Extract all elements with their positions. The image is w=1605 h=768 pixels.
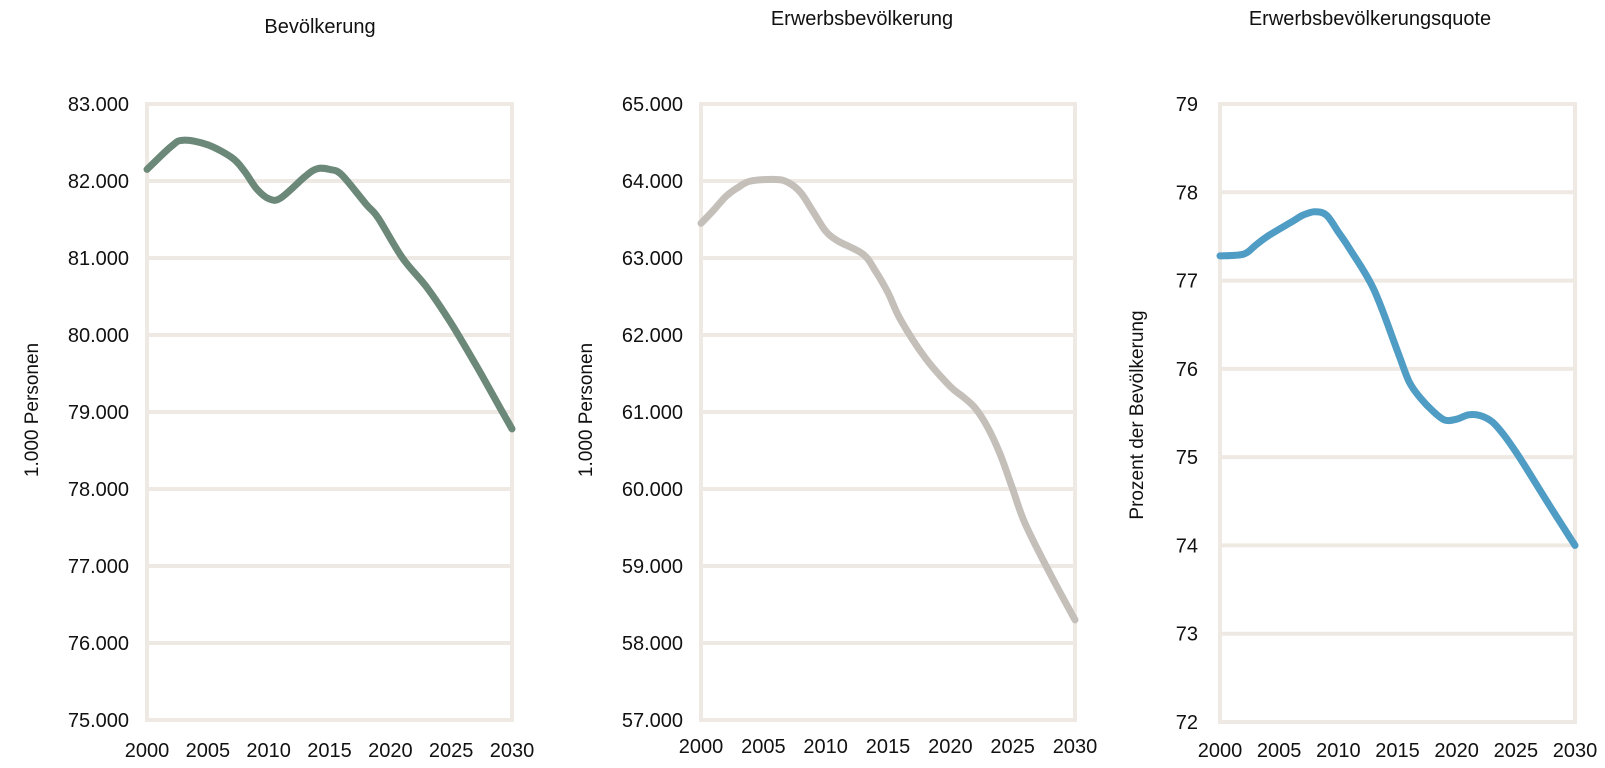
x-tick-label: 2015: [866, 736, 911, 758]
x-tick-label: 2010: [803, 736, 848, 758]
y-tick-label: 80.000: [68, 325, 129, 347]
x-tick-label: 2005: [1257, 740, 1302, 762]
x-tick-label: 2030: [490, 740, 535, 762]
series-line: [143, 136, 516, 433]
x-tick-label: 2000: [125, 740, 170, 762]
y-tick-label: 64.000: [622, 171, 683, 193]
y-tick-label: 62.000: [622, 325, 683, 347]
y-tick-label: 83.000: [68, 94, 129, 116]
y-tick-label: 76: [1176, 359, 1198, 381]
chart-panel-population: Bevölkerung 1.000 Personen 75.000 76.000 7…: [22, 16, 534, 762]
x-tick-label: 2020: [928, 736, 973, 758]
y-axis-label: 1.000 Personen: [576, 343, 597, 477]
y-tick-label: 78.000: [68, 479, 129, 501]
x-tick-label: 2020: [368, 740, 413, 762]
y-tick-label: 59.000: [622, 556, 683, 578]
x-tick-label: 2005: [186, 740, 231, 762]
x-tick-label: 2010: [246, 740, 291, 762]
x-tick-label: 2005: [741, 736, 786, 758]
y-tick-label: 75.000: [68, 710, 129, 732]
plot-frame: [699, 102, 1077, 722]
plot-frame: [1218, 102, 1577, 724]
x-tick-label: 2020: [1434, 740, 1479, 762]
y-tick-label: 77: [1176, 271, 1198, 293]
chart-title: Erwerbsbevölkerungsquote: [1249, 8, 1491, 30]
y-axis-label: 1.000 Personen: [22, 343, 43, 477]
chart-panel-labor-force: Erwerbsbevölkerung 1.000 Personen 57.000…: [576, 8, 1097, 758]
y-tick-label: 75: [1176, 447, 1198, 469]
x-tick-label: 2030: [1053, 736, 1098, 758]
y-tick-label: 79: [1176, 94, 1198, 116]
y-tick-label: 81.000: [68, 248, 129, 270]
x-tick-label: 2030: [1553, 740, 1598, 762]
y-tick-label: 61.000: [622, 402, 683, 424]
x-tick-label: 2015: [307, 740, 352, 762]
x-tick-label: 2000: [1198, 740, 1243, 762]
x-tick-label: 2010: [1316, 740, 1361, 762]
chart-title: Erwerbsbevölkerung: [771, 8, 953, 30]
plot-frame: [145, 102, 514, 722]
y-tick-label: 65.000: [622, 94, 683, 116]
y-tick-label: 79.000: [68, 402, 129, 424]
y-tick-label: 78: [1176, 182, 1198, 204]
y-tick-label: 58.000: [622, 633, 683, 655]
x-tick-label: 2025: [990, 736, 1035, 758]
y-tick-label: 77.000: [68, 556, 129, 578]
x-tick-label: 2000: [679, 736, 724, 758]
chart-panel-labor-force-rate: Erwerbsbevölkerungsquote Prozent der Bev…: [1127, 8, 1597, 762]
y-axis-label: Prozent der Bevölkerung: [1127, 310, 1148, 519]
y-tick-label: 57.000: [622, 710, 683, 732]
x-tick-label: 2015: [1375, 740, 1420, 762]
series-line: [697, 175, 1079, 624]
y-tick-label: 63.000: [622, 248, 683, 270]
x-tick-label: 2025: [429, 740, 474, 762]
chart-title: Bevölkerung: [264, 16, 375, 38]
series-line: [1216, 208, 1579, 549]
y-tick-label: 73: [1176, 624, 1198, 646]
y-tick-label: 82.000: [68, 171, 129, 193]
y-tick-label: 76.000: [68, 633, 129, 655]
y-tick-label: 72: [1176, 712, 1198, 734]
y-tick-label: 74: [1176, 535, 1198, 557]
x-tick-label: 2025: [1494, 740, 1539, 762]
y-tick-label: 60.000: [622, 479, 683, 501]
